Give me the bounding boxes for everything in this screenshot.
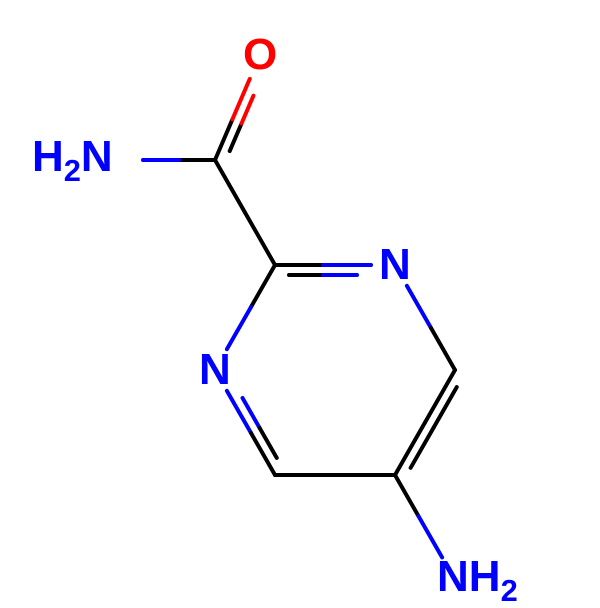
molecule-bonds [0, 0, 600, 600]
atom-N_amide: H2N [32, 132, 113, 189]
atom-N3: N [199, 345, 231, 395]
atom-N1: N [379, 240, 411, 290]
atom-O: O [243, 30, 277, 80]
